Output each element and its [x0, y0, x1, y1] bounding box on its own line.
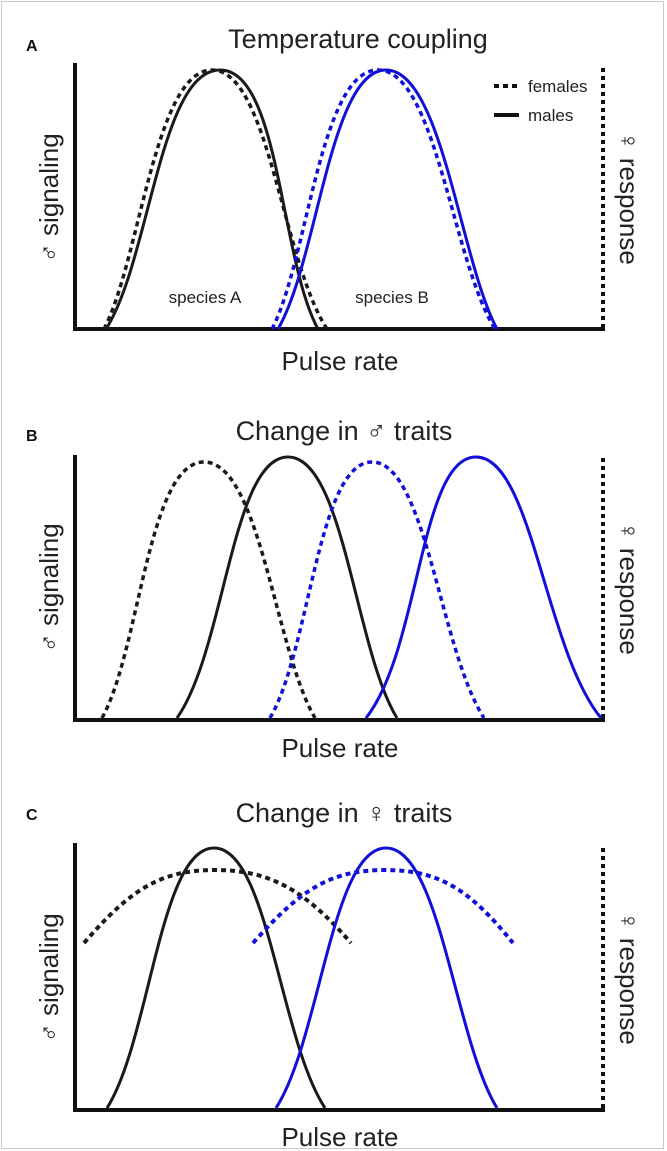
panel-letter-c: C — [26, 807, 38, 824]
panel-a: A Temperature coupling Pulse rate ♂ sign… — [26, 24, 644, 376]
panel-letter-b: B — [26, 428, 38, 445]
species-a-male-curve-b — [175, 455, 399, 719]
x-axis-label-c: Pulse rate — [281, 1122, 398, 1151]
y-axis-label-right-c: ♀ response — [614, 911, 644, 1045]
species-b-male-curve-a — [276, 68, 499, 330]
panel-letter-a: A — [26, 38, 38, 55]
y-axis-label-left-c: ♂ signaling — [34, 913, 64, 1042]
species-a-male-curve-a — [104, 68, 320, 330]
species-b-female-curve-b — [268, 460, 486, 719]
species-label-a: species A — [169, 288, 242, 307]
legend-males-label: males — [528, 106, 573, 125]
species-b-female-curve-c — [251, 867, 515, 945]
y-axis-label-left-b: ♂ signaling — [34, 523, 64, 652]
species-a-female-curve-b — [100, 460, 317, 719]
species-b-male-curve-c — [274, 846, 499, 1109]
y-axis-label-right-b: ♀ response — [614, 521, 644, 655]
species-b-male-curve-b — [364, 455, 603, 719]
x-axis-label-b: Pulse rate — [281, 733, 398, 763]
x-axis-label-a: Pulse rate — [281, 346, 398, 376]
panel-b: B Change in ♂ traits Pulse rate ♂ signal… — [26, 416, 644, 763]
species-label-b: species B — [355, 288, 429, 307]
y-axis-label-right-a: ♀ response — [614, 131, 644, 265]
panel-c: C Change in ♀ traits Pulse rate ♂ signal… — [26, 798, 644, 1151]
legend: females males — [494, 77, 588, 125]
panel-title-c: Change in ♀ traits — [236, 798, 453, 828]
legend-females-label: females — [528, 77, 588, 96]
panel-title-b: Change in ♂ traits — [236, 416, 453, 446]
species-a-female-curve-c — [82, 867, 353, 945]
y-axis-label-left-a: ♂ signaling — [34, 133, 64, 262]
species-a-male-curve-c — [105, 846, 327, 1109]
panel-title-a: Temperature coupling — [228, 24, 488, 54]
